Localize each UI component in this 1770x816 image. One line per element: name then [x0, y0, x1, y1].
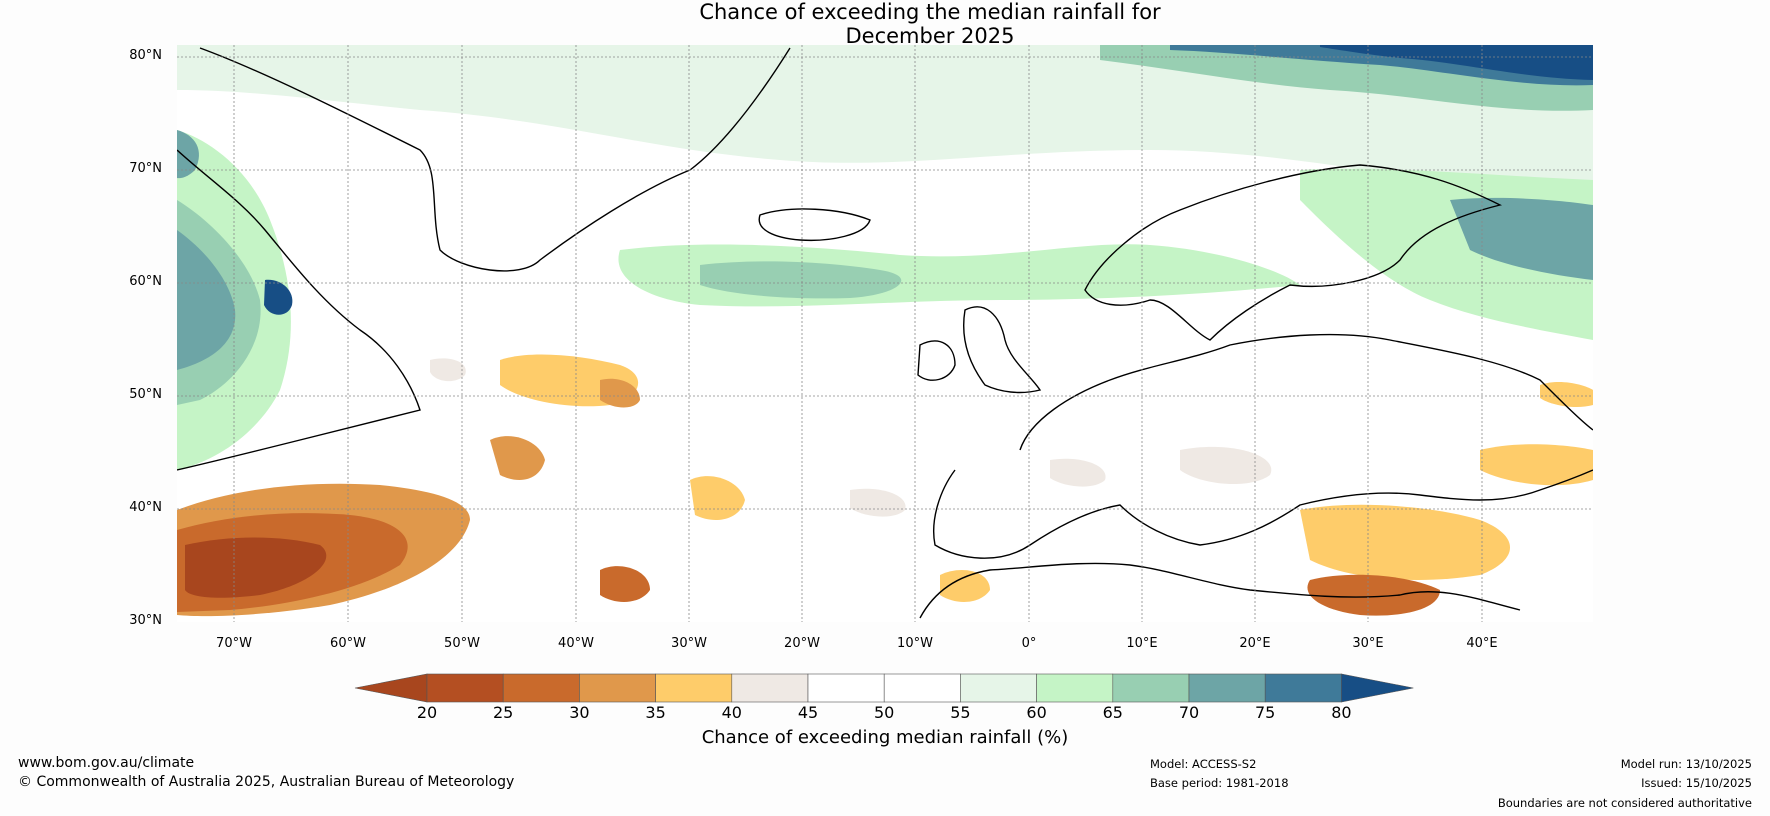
europe-coast — [1019, 333, 1593, 451]
title-line-1: Chance of exceeding the median rainfall … — [699, 0, 1161, 24]
lat-label-40: 40°N — [129, 500, 162, 515]
lon-label-60w: 60°W — [330, 636, 366, 651]
ireland-coast — [917, 340, 956, 381]
copyright-text: © Commonwealth of Australia 2025, Austra… — [18, 774, 515, 790]
colorbar — [354, 673, 1414, 703]
lat-label-50: 50°N — [129, 387, 162, 402]
lon-label-20e: 20°E — [1239, 636, 1271, 651]
lat-label-80: 80°N — [129, 48, 162, 63]
map-title: Chance of exceeding the median rainfall … — [0, 0, 1770, 48]
lat-label-60: 60°N — [129, 274, 162, 289]
colorbar-tick-label: 20 — [416, 703, 438, 722]
colorbar-tick-label: 80 — [1331, 703, 1352, 722]
colorbar-segment — [1036, 673, 1114, 703]
colorbar-tick-label: 55 — [950, 703, 971, 722]
colorbar-extend-high — [1341, 673, 1414, 703]
lon-label-40e: 40°E — [1466, 636, 1498, 651]
colorbar-tick-label: 70 — [1178, 703, 1200, 722]
scandinavia-coast — [1084, 164, 1503, 341]
colorbar-tick-label: 60 — [1026, 703, 1047, 722]
colorbar-tick-label: 45 — [797, 703, 819, 722]
colorbar-segment — [1112, 673, 1190, 703]
lon-label-10w: 10°W — [897, 636, 933, 651]
lat-label-70: 70°N — [129, 161, 162, 176]
north-africa-coast — [919, 562, 1521, 619]
colorbar-title: Chance of exceeding median rainfall (%) — [701, 727, 1069, 748]
disclaimer-text: Boundaries are not considered authoritat… — [1497, 796, 1752, 810]
colorbar-tick-label: 30 — [569, 703, 590, 722]
colorbar-tick-label: 75 — [1255, 703, 1276, 722]
lon-label-10e: 10°E — [1126, 636, 1158, 651]
colorbar-extend-low — [354, 673, 428, 703]
lon-label-40w: 40°W — [558, 636, 594, 651]
colorbar-segment — [579, 673, 656, 703]
lon-label-20w: 20°W — [784, 636, 820, 651]
north-america-coast — [177, 149, 421, 471]
colorbar-segment — [731, 673, 809, 703]
rainfall-probability-map — [177, 45, 1593, 622]
model-text: Model: ACCESS-S2 — [1150, 757, 1257, 771]
colorbar-segment — [1264, 673, 1342, 703]
colorbar-tick-label: 35 — [645, 703, 666, 722]
above-median-areas — [177, 45, 1593, 470]
greenland-coast — [199, 47, 791, 272]
colorbar-segment — [807, 673, 885, 703]
below-median-areas — [177, 354, 1593, 617]
colorbar-tick-label: 65 — [1102, 703, 1123, 722]
title-line-2: December 2025 — [845, 24, 1015, 48]
model-run-text: Model run: 13/10/2025 — [1620, 757, 1752, 771]
coastlines — [177, 47, 1593, 619]
issued-text: Issued: 15/10/2025 — [1641, 776, 1752, 790]
colorbar-tick-label: 50 — [874, 703, 895, 722]
base-period-text: Base period: 1981-2018 — [1150, 776, 1289, 790]
lon-label-70w: 70°W — [216, 636, 252, 651]
iceland-coast — [758, 208, 871, 242]
colorbar-segment — [655, 673, 733, 703]
lon-label-30w: 30°W — [671, 636, 707, 651]
colorbar-segment — [960, 673, 1037, 703]
lon-label-30e: 30°E — [1352, 636, 1384, 651]
website-text: www.bom.gov.au/climate — [18, 755, 195, 771]
british-isles-coast — [963, 306, 1042, 394]
colorbar-tick-label: 40 — [721, 703, 742, 722]
near-median-areas — [430, 358, 1272, 517]
colorbar-segment — [426, 673, 504, 703]
graticule — [177, 45, 1593, 622]
lon-label-50w: 50°W — [444, 636, 480, 651]
colorbar-segment — [1188, 673, 1266, 703]
colorbar-tick-label: 25 — [493, 703, 514, 722]
colorbar-segment — [502, 673, 580, 703]
iberia-coast — [933, 469, 1593, 559]
lat-label-30: 30°N — [129, 613, 162, 628]
lon-label-0: 0° — [1021, 636, 1037, 651]
colorbar-segment — [883, 673, 961, 703]
